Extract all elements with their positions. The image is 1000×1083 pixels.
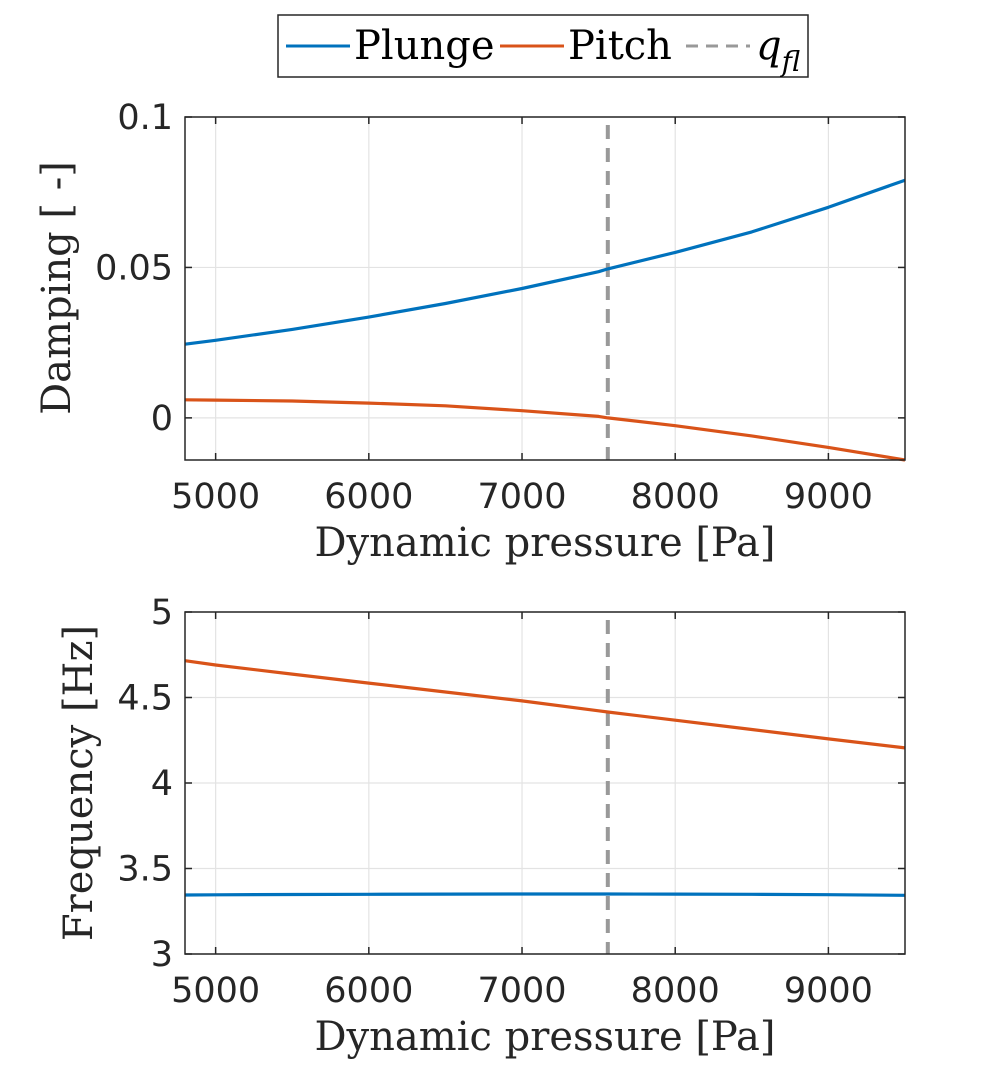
y-tick-label: 0.1: [117, 98, 173, 138]
x-tick-label: 8000: [631, 477, 720, 517]
x-tick-label: 5000: [171, 971, 260, 1011]
legend-label-pitch: Pitch: [568, 23, 672, 69]
y-tick-label: 5: [151, 593, 173, 633]
x-tick-label: 9000: [784, 477, 873, 517]
x-tick-label: 6000: [324, 477, 413, 517]
x-tick-label: 7000: [477, 971, 566, 1011]
damping-axes: 5000 6000 7000 8000 9000 0 0.05 0.1 Dynamic pres…: [34, 98, 906, 566]
plot-background: [185, 117, 905, 460]
frequency-axes: 5000 6000 7000 8000 9000 3 3.5 4 4.5 5 Dynamic pre…: [56, 593, 906, 1060]
x-tick-label: 6000: [324, 971, 413, 1011]
series-line-plunge: [184, 178, 906, 346]
x-tick-label: 8000: [631, 971, 720, 1011]
series-line-pitch: [184, 398, 906, 462]
x-axis-label: Dynamic pressure [Pa]: [314, 1014, 775, 1060]
x-tick-label: 7000: [477, 477, 566, 517]
y-tick-label: 4.5: [117, 679, 173, 719]
legend-label-qfl: qfl: [756, 23, 801, 78]
legend: Plunge Pitch qfl: [277, 14, 809, 78]
y-tick-label: 3: [151, 935, 173, 975]
series-line-pitch: [184, 659, 906, 750]
legend-label-qfl-main: q: [756, 23, 782, 69]
y-tick-label: 0.05: [95, 248, 173, 288]
legend-label-plunge: Plunge: [354, 23, 495, 69]
y-tick-label: 0: [151, 399, 173, 439]
y-tick-label: 3.5: [117, 850, 173, 890]
y-axis-label: Frequency [Hz]: [56, 625, 102, 941]
x-tick-label: 9000: [784, 971, 873, 1011]
axes-frame: [184, 116, 906, 461]
y-tick-label: 4: [151, 764, 173, 804]
x-axis-label: Dynamic pressure [Pa]: [314, 520, 775, 566]
legend-label-qfl-sub: fl: [780, 45, 801, 78]
series-line-plunge: [184, 892, 906, 897]
x-tick-label: 5000: [171, 477, 260, 517]
y-axis-label: Damping [ -]: [34, 161, 80, 415]
